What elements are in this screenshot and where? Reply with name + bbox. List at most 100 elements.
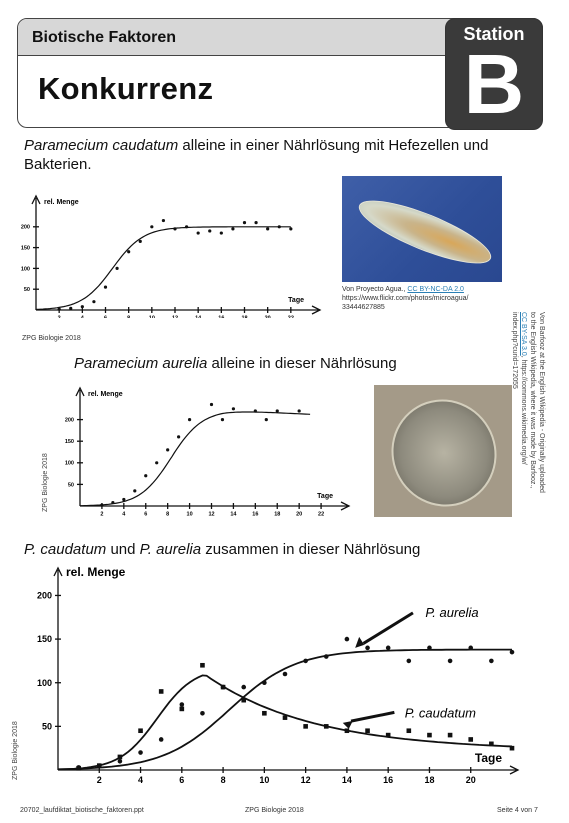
x-tick-label: 20 xyxy=(296,512,302,518)
station-label: Station xyxy=(463,24,525,44)
caudatum-point xyxy=(117,754,123,760)
x-tick-label: 14 xyxy=(230,512,237,518)
header-subtitle: Biotische Faktoren xyxy=(32,29,177,46)
caudatum-point xyxy=(200,662,205,668)
x-tick-label: 2 xyxy=(58,316,61,319)
data-point xyxy=(187,418,192,422)
data-point xyxy=(127,250,131,254)
section1-credit-url[interactable]: https://www.flickr.com/photos/microagua/ xyxy=(342,295,469,302)
data-point xyxy=(275,409,279,413)
x-tick-label: 4 xyxy=(122,512,126,518)
section1-footer: ZPG Biologie 2018 xyxy=(22,335,81,342)
aurelia-label: P. aurelia xyxy=(425,605,478,620)
y-tick-label: 100 xyxy=(21,266,30,272)
section1-text: Paramecium caudatum alleine in einer Näh… xyxy=(24,136,524,174)
data-point xyxy=(111,500,115,505)
x-axis-arrow xyxy=(340,501,351,511)
caudatum-point xyxy=(406,728,412,734)
caudatum-label: P. caudatum xyxy=(405,705,476,720)
x-tick-label: 20 xyxy=(466,775,476,785)
x-tick-label: 14 xyxy=(195,316,202,319)
caudatum-point xyxy=(385,732,391,738)
x-tick-label: 2 xyxy=(100,512,103,518)
x-tick-label: 8 xyxy=(221,775,226,785)
x-tick-label: 10 xyxy=(149,316,155,319)
y-tick-label: 150 xyxy=(21,246,30,252)
caudatum-point xyxy=(344,728,350,734)
caudatum-point xyxy=(509,745,515,751)
data-point xyxy=(161,218,166,223)
y-tick-label: 200 xyxy=(21,225,30,231)
x-tick-label: 12 xyxy=(301,775,311,785)
caudatum-arrow-head xyxy=(342,720,353,729)
y-tick-label: 50 xyxy=(68,482,74,488)
y-axis-arrow xyxy=(75,386,85,397)
aurelia-point xyxy=(323,654,329,659)
x-axis-arrow xyxy=(311,305,322,315)
data-point xyxy=(219,231,223,235)
data-point xyxy=(196,231,200,235)
aurelia-point xyxy=(303,658,308,664)
data-point xyxy=(253,409,257,413)
y-tick-label: 100 xyxy=(37,678,52,688)
side-credit-line-1: Von Barfooz at the English Wikipedia - O… xyxy=(538,312,545,493)
aurelia-point xyxy=(282,671,288,677)
x-tick-label: 4 xyxy=(138,775,143,785)
data-point xyxy=(69,306,73,310)
chart-aurelia-alone: 50 100 150 200 2 4 6 8 10 12 14 16 18 20 22 rel. Menge T… xyxy=(65,386,351,518)
data-point xyxy=(150,225,154,229)
aurelia-arrow-head xyxy=(355,636,365,648)
data-point xyxy=(231,227,235,231)
caudatum-point xyxy=(323,724,329,729)
aurelia-point xyxy=(468,645,474,651)
side-credit-line-2: to the English Wikipedia, where it was m… xyxy=(529,312,536,489)
y-tick-label: 50 xyxy=(24,287,30,293)
footer-filename: 20702_laufdiktat_biotische_faktoren.ppt xyxy=(20,807,144,814)
data-point xyxy=(57,307,61,311)
x-axis-arrow xyxy=(509,765,520,775)
station-badge: Station B xyxy=(445,18,543,130)
data-point xyxy=(184,225,189,229)
section1-credit-id: 33444627885 xyxy=(342,304,385,311)
y-axis-arrow xyxy=(53,566,63,577)
x-tick-label: 4 xyxy=(81,316,85,319)
caudatum-point xyxy=(303,724,308,729)
x-axis-label: Tage xyxy=(317,493,333,500)
aurelia-point xyxy=(427,645,432,651)
caudatum-point xyxy=(179,706,185,712)
chart-competition: 50 100 150 200 2 4 6 8 10 12 14 16 18 20 rel. Menge Tag… xyxy=(37,565,520,785)
x-tick-label: 16 xyxy=(218,316,224,319)
aurelia-point xyxy=(447,658,453,664)
data-point xyxy=(220,418,225,422)
data-point xyxy=(242,221,247,225)
data-point xyxy=(209,402,214,407)
x-tick-label: 16 xyxy=(383,775,393,785)
data-point xyxy=(173,227,177,231)
caudatum-point xyxy=(489,741,494,747)
aurelia-point xyxy=(200,710,205,716)
caudatum-point xyxy=(427,732,432,738)
section2-side-credit: Von Barfooz at the English Wikipedia - O… xyxy=(510,312,546,493)
y-tick-label: 200 xyxy=(37,591,52,601)
side-credit-link[interactable]: CC BY-SA 3.0 xyxy=(520,312,527,356)
x-tick-label: 8 xyxy=(127,316,130,319)
data-point xyxy=(289,227,293,231)
section1-credit-link[interactable]: CC BY-NC-DA 2.0 xyxy=(407,286,464,293)
x-axis-label: Tage xyxy=(475,751,502,765)
caudatum-point xyxy=(76,765,81,771)
x-tick-label: 18 xyxy=(424,775,434,785)
section3-species-b: P. aurelia xyxy=(139,541,202,558)
data-point xyxy=(103,285,108,289)
x-tick-label: 12 xyxy=(208,512,214,518)
aurelia-point xyxy=(406,658,412,664)
data-point xyxy=(155,461,159,465)
section1-text-rest: alleine in einer Nährlösung mit Hefezell… xyxy=(24,137,489,173)
y-axis-arrow xyxy=(31,194,41,205)
aurelia-point xyxy=(509,649,515,655)
y-tick-label: 150 xyxy=(65,439,74,445)
caudatum-point xyxy=(282,715,288,720)
section3-footer: ZPG Biologie 2018 xyxy=(12,721,19,780)
data-point xyxy=(177,435,181,439)
caudatum-point xyxy=(220,684,226,690)
section3-mid: und xyxy=(106,541,140,558)
